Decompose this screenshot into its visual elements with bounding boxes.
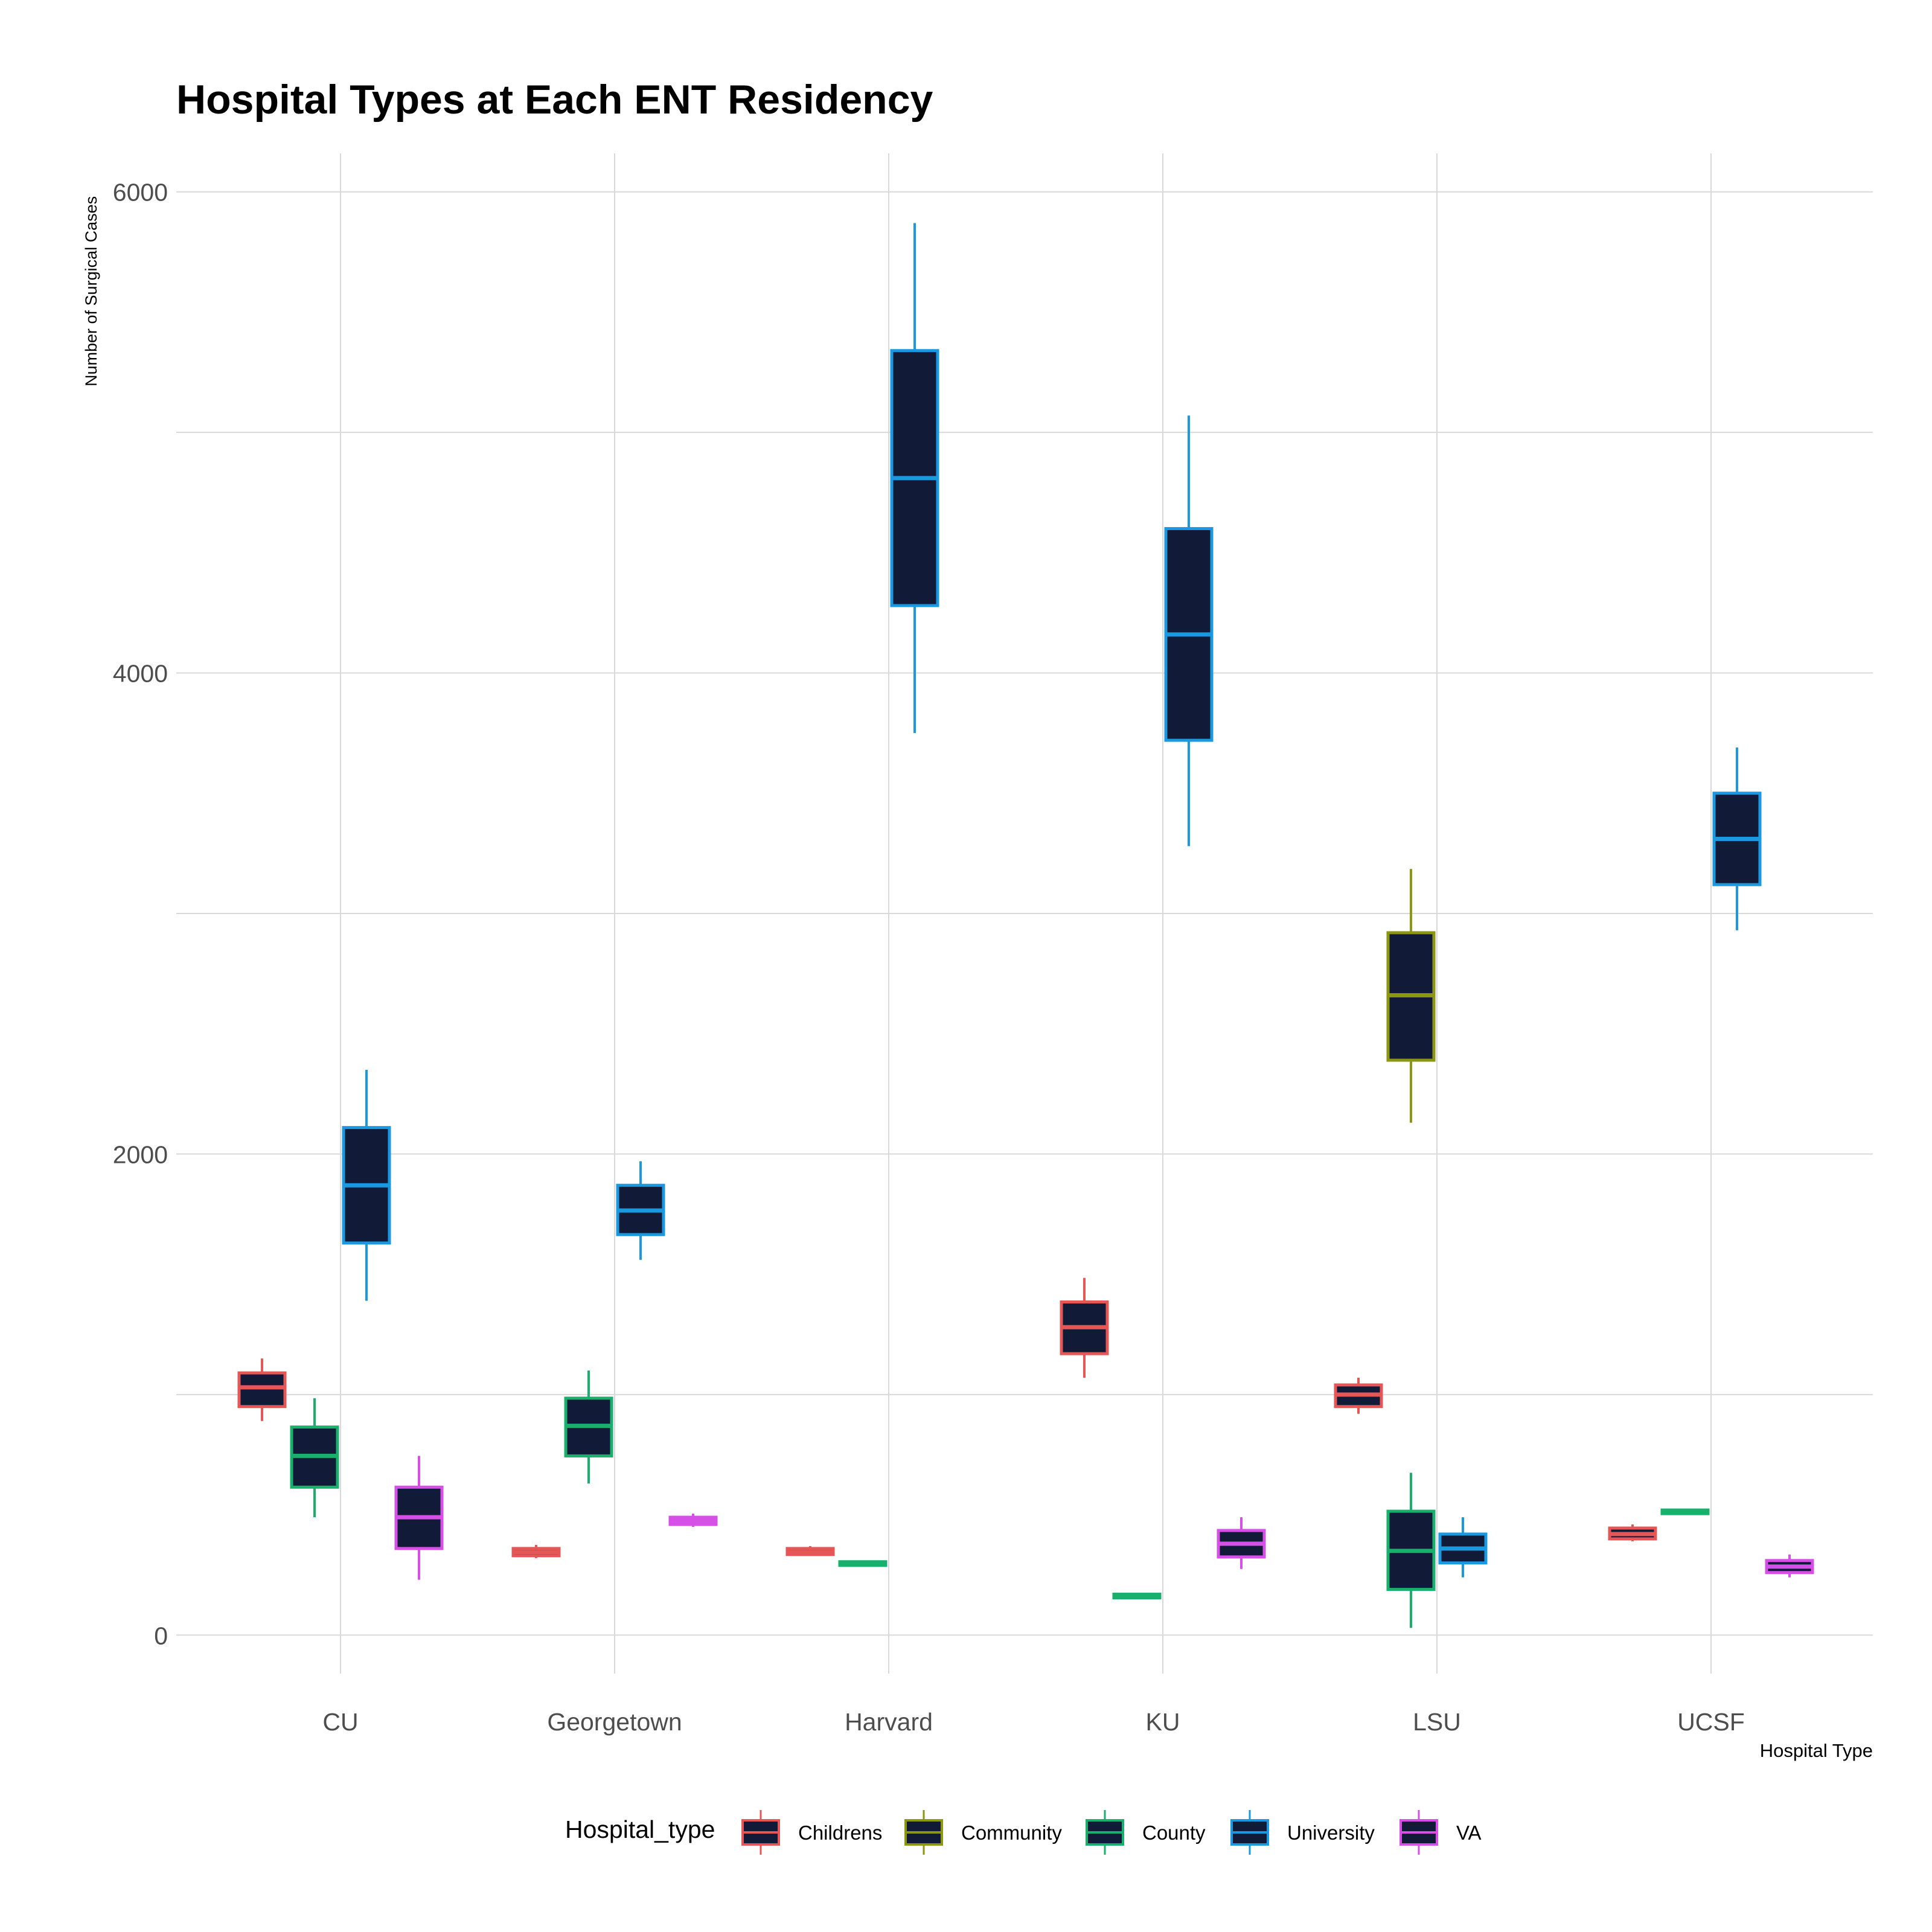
box-va-ku [1217,1517,1266,1569]
box-va-cu [394,1456,444,1580]
box-iqr [237,1371,287,1409]
y-tick-labels: 0 2000 4000 6000 [113,179,168,1650]
box-community-lsu [1386,869,1436,1123]
box-university-ku [1164,415,1214,846]
legend-label: University [1287,1822,1375,1844]
box-childrens-cu [237,1358,287,1421]
y-tick-label: 0 [154,1622,168,1649]
box-county-ucsf [1660,1508,1710,1515]
box-university-ucsf [1712,747,1762,930]
y-axis-title: Number of Surgical Cases [82,196,100,386]
y-tick-label: 6000 [113,179,168,206]
box-university-harvard [890,223,939,734]
box-county-lsu [1386,1473,1436,1628]
box-university-cu [342,1069,391,1301]
box-layer [237,223,1814,1628]
y-tick-label: 4000 [113,660,168,688]
x-axis-title: Hospital Type [1760,1740,1873,1761]
box-university-lsu [1438,1517,1488,1578]
legend-label: County [1142,1822,1206,1844]
legend-item-va: VA [1399,1810,1482,1855]
legend-label: VA [1456,1822,1482,1844]
box-county-harvard [838,1560,888,1567]
box-childrens-lsu [1334,1377,1383,1414]
x-tick-label: Harvard [845,1708,933,1736]
legend-title: Hospital_type [565,1815,715,1843]
legend-item-childrens: Childrens [741,1810,882,1855]
box-county-ku [1112,1593,1162,1600]
box-childrens-ku [1060,1278,1109,1378]
box-childrens-harvard [785,1546,835,1556]
legend-label: Community [961,1822,1062,1844]
grid-layer [176,153,1873,1674]
x-tick-label: KU [1146,1708,1180,1736]
x-tick-label: CU [322,1708,358,1736]
legend-item-community: Community [904,1810,1062,1855]
x-tick-label: Georgetown [547,1708,682,1736]
box-va-ucsf [1765,1554,1814,1578]
legend-item-county: County [1086,1810,1206,1855]
box-childrens-ucsf [1608,1524,1657,1541]
legend-item-university: University [1230,1810,1375,1855]
legend-label: Childrens [798,1822,882,1844]
y-tick-label: 2000 [113,1140,168,1168]
box-county-georgetown [564,1370,613,1484]
legend: Hospital_type Childrens Community County Un… [565,1810,1482,1855]
box-va-georgetown [668,1514,718,1527]
box-county-cu [290,1398,339,1518]
box-childrens-georgetown [511,1544,561,1558]
chart-title: Hospital Types at Each ENT Residency [176,77,933,123]
x-tick-label: UCSF [1677,1708,1745,1736]
x-tick-label: LSU [1413,1708,1461,1736]
box-university-georgetown [616,1161,665,1260]
x-tick-labels: CU Georgetown Harvard KU LSU UCSF [322,1708,1744,1736]
